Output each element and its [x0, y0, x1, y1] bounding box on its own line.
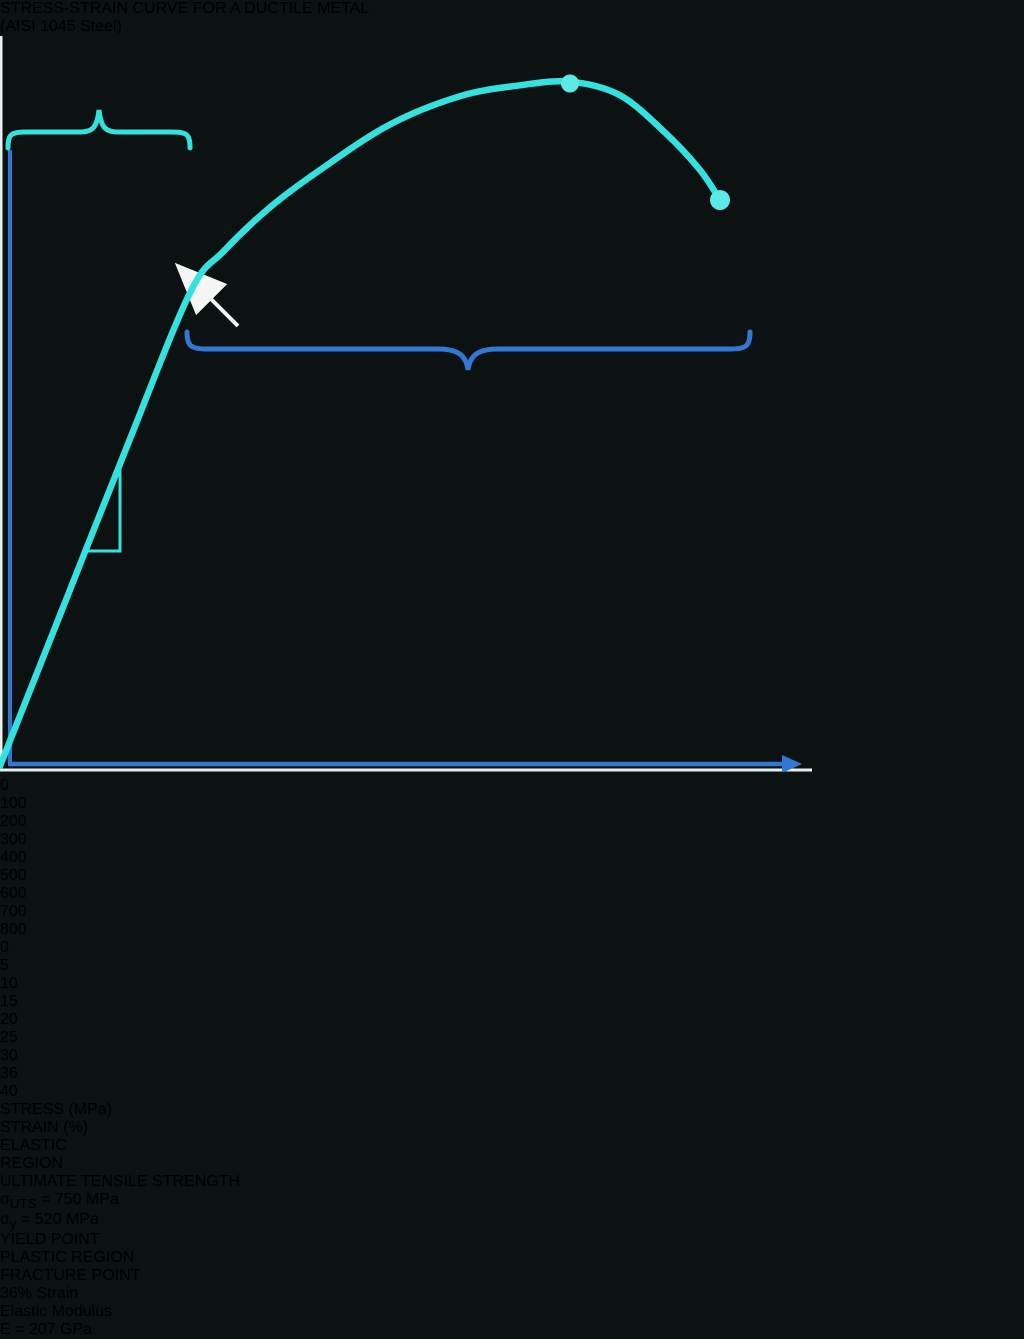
y-tick-label: 100: [0, 795, 27, 812]
x-tick-label: 20: [0, 1011, 18, 1028]
fracture-marker: [710, 190, 730, 210]
x-tick-label: 5: [0, 957, 9, 974]
yield-point-arrow-icon: [174, 262, 240, 328]
plastic-region-label: PLASTIC REGION: [0, 1249, 135, 1267]
uts-value-text: = 750 MPa: [36, 1191, 119, 1208]
yield-point-label: YIELD POINT: [0, 1231, 100, 1249]
x-tick-label: 10: [0, 975, 18, 992]
uts-value: σUTS = 750 MPa: [0, 1191, 1024, 1211]
elastic-region-label-line2: REGION: [0, 1155, 64, 1172]
x-tick-label: 40: [0, 1083, 18, 1100]
elastic-modulus-label: Elastic Modulus E = 207 GPa: [0, 1303, 1024, 1339]
fracture-label-line1: FRACTURE POINT: [0, 1267, 141, 1285]
uts-heading: ULTIMATE TENSILE STRENGTH: [0, 1173, 241, 1190]
curve-markers: [561, 74, 730, 210]
plastic-region-brace: [184, 329, 753, 371]
chart-subtitle: (AISI 1045 Steel): [0, 18, 122, 35]
y-axis-title: STRESS (MPa): [0, 1101, 113, 1118]
y-tick-label: 400: [0, 849, 27, 866]
plot-area: [0, 36, 1024, 777]
y-tick-label: 300: [0, 831, 27, 848]
x-tick-label: 0: [0, 939, 9, 956]
sigma-symbol: σ: [0, 1211, 10, 1229]
uts-marker: [561, 74, 579, 93]
uts-subscript: UTS: [9, 1196, 37, 1212]
x-tick-label: 15: [0, 993, 18, 1010]
y-tick-label: 700: [0, 903, 27, 920]
modulus-label-line1: Elastic Modulus: [0, 1303, 113, 1321]
plot-svg: [0, 36, 812, 773]
sigma-y-value-text: = 520 MPa: [16, 1211, 99, 1229]
x-tick-label: 36: [0, 1065, 18, 1082]
elastic-region-brace: [5, 109, 193, 151]
x-tick-label: 30: [0, 1047, 18, 1064]
stress-strain-curve: [0, 77, 724, 770]
elastic-region-label: ELASTIC REGION: [0, 1137, 1024, 1173]
chart-title: STRESS-STRAIN CURVE FOR A DUCTILE METAL: [0, 0, 370, 17]
modulus-label-line2: E = 207 GPa: [0, 1321, 93, 1339]
modulus-triangle: [86, 464, 122, 553]
y-tick-label: 600: [0, 885, 27, 902]
fracture-label-line2: 36% Strain: [0, 1285, 79, 1303]
title-block: STRESS-STRAIN CURVE FOR A DUCTILE METAL …: [0, 0, 1024, 36]
x-axis-title: STRAIN (%): [0, 1119, 88, 1136]
uts-label: ULTIMATE TENSILE STRENGTH σUTS = 750 MPa: [0, 1173, 1024, 1211]
blue-axis-group: [8, 150, 802, 773]
x-tick-label: 25: [0, 1029, 18, 1046]
yield-strength-label: σy = 520 MPa: [0, 1211, 1024, 1231]
y-tick-label: 200: [0, 813, 27, 830]
y-tick-label: 500: [0, 867, 27, 884]
elastic-region-label-line1: ELASTIC: [0, 1137, 67, 1154]
sigma-symbol: σ: [0, 1191, 10, 1208]
y-tick-label: 0: [0, 777, 9, 794]
x-axis-ticks: 0 5 10 15 20 25 30 36 40: [0, 939, 1024, 1101]
fracture-point-label: FRACTURE POINT 36% Strain: [0, 1267, 1024, 1303]
y-axis-ticks: 0 100 200 300 400 500 600 700 800: [0, 777, 1024, 939]
y-tick-label: 800: [0, 921, 27, 938]
sigma-y-subscript: y: [9, 1216, 17, 1232]
x-axis-arrowhead-icon: [782, 755, 802, 773]
